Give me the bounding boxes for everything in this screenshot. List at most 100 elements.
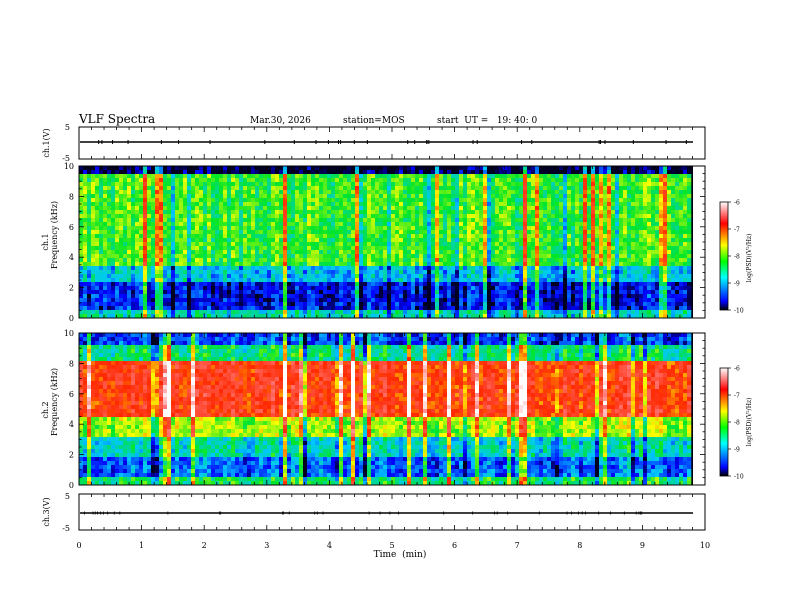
spectrogram-cell: [283, 166, 288, 171]
spectrogram-cell: [571, 282, 576, 287]
spectrogram-cell: [591, 206, 596, 211]
spectrogram-cell: [171, 202, 176, 207]
spectrogram-cell: [399, 178, 404, 183]
spectrogram-cell: [203, 290, 208, 295]
spectrogram-cell: [79, 218, 84, 223]
spectrogram-cell: [123, 298, 128, 303]
spectrogram-cell: [351, 298, 356, 303]
spectrogram-cell: [523, 218, 528, 223]
spectrogram-cell: [91, 302, 96, 307]
spectrogram-cell: [427, 182, 432, 187]
spectrogram-cell: [443, 250, 448, 255]
spectrogram-cell: [259, 198, 264, 203]
spectrogram-cell: [227, 306, 232, 311]
spectrogram-cell: [467, 290, 472, 295]
spectrogram-cell: [543, 298, 548, 303]
spectrogram-cell: [199, 298, 204, 303]
spectrogram-cell: [407, 274, 412, 279]
spectrogram-cell: [563, 254, 568, 259]
spectrogram-cell: [87, 182, 92, 187]
spectrogram-cell: [407, 182, 412, 187]
spectrogram-cell: [263, 294, 268, 299]
spectrogram-cell: [183, 294, 188, 299]
spectrogram-cell: [519, 214, 524, 219]
spectrogram-cell: [527, 210, 532, 215]
spectrogram-cell: [339, 210, 344, 215]
spectrogram-cell: [331, 298, 336, 303]
spectrogram-cell: [207, 182, 212, 187]
spectrogram-cell: [135, 282, 140, 287]
spectrogram-cell: [571, 210, 576, 215]
spectrogram-cell: [239, 310, 244, 315]
spectrogram-cell: [311, 314, 316, 319]
spectrogram-cell: [239, 302, 244, 307]
spectrogram-cell: [119, 178, 124, 183]
spectrogram-cell: [583, 286, 588, 291]
spectrogram-cell: [283, 234, 288, 239]
spectrogram-cell: [351, 310, 356, 315]
spectrogram-cell: [363, 182, 368, 187]
spectrogram-cell: [467, 226, 472, 231]
spectrogram-cell: [451, 310, 456, 315]
spectrogram-cell: [575, 170, 580, 175]
spectrogram-cell: [359, 186, 364, 191]
spectrogram-cell: [127, 210, 132, 215]
spectrogram-cell: [511, 242, 516, 247]
spectrogram-cell: [135, 174, 140, 179]
spectrogram-cell: [327, 186, 332, 191]
spectrogram-cell: [351, 270, 356, 275]
spectrogram-cell: [119, 286, 124, 291]
spectrogram-cell: [127, 246, 132, 251]
spectrogram-cell: [263, 286, 268, 291]
spectrogram-cell: [163, 178, 168, 183]
spectrogram-cell: [587, 194, 592, 199]
spectrogram-cell: [371, 290, 376, 295]
spectrogram-cell: [559, 230, 564, 235]
spectrogram-cell: [387, 294, 392, 299]
spectrogram-cell: [195, 286, 200, 291]
spectrogram-cell: [107, 294, 112, 299]
spectrogram-cell: [399, 250, 404, 255]
spectrogram-cell: [87, 250, 92, 255]
spectrogram-cell: [539, 222, 544, 227]
spectrogram-cell: [195, 186, 200, 191]
spectrogram-cell: [355, 290, 360, 295]
spectrogram-cell: [191, 298, 196, 303]
spectrogram-cell: [295, 274, 300, 279]
spectrogram-cell: [115, 214, 120, 219]
spectrogram-cell: [359, 226, 364, 231]
spectrogram-cell: [351, 234, 356, 239]
spectrogram-cell: [531, 286, 536, 291]
spectrogram-cell: [335, 266, 340, 271]
spectrogram-cell: [495, 226, 500, 231]
spectrogram-cell: [243, 306, 248, 311]
spectrogram-cell: [223, 194, 228, 199]
spectrogram-cell: [239, 190, 244, 195]
spectrogram-cell: [575, 238, 580, 243]
spectrogram-cell: [407, 178, 412, 183]
spectrogram-cell: [311, 222, 316, 227]
spectrogram-cell: [527, 298, 532, 303]
spectrogram-cell: [555, 274, 560, 279]
spectrogram-cell: [499, 270, 504, 275]
spectrogram-cell: [87, 202, 92, 207]
spectrogram-cell: [583, 258, 588, 263]
spectrogram-cell: [87, 218, 92, 223]
spectrogram-cell: [179, 314, 184, 319]
spectrogram-cell: [183, 190, 188, 195]
spectrogram-cell: [203, 206, 208, 211]
spectrogram-cell: [107, 214, 112, 219]
spectrogram-cell: [447, 290, 452, 295]
spectrogram-cell: [407, 286, 412, 291]
spectrogram-cell: [527, 310, 532, 315]
spectrogram-cell: [487, 302, 492, 307]
spectrogram-cell: [495, 222, 500, 227]
spectrogram-cell: [563, 266, 568, 271]
spectrogram-cell: [239, 186, 244, 191]
spectrogram-cell: [91, 214, 96, 219]
spectrogram-cell: [267, 274, 272, 279]
spectrogram-cell: [179, 262, 184, 267]
spectrogram-cell: [331, 198, 336, 203]
spectrogram-cell: [551, 214, 556, 219]
spectrogram-cell: [295, 258, 300, 263]
